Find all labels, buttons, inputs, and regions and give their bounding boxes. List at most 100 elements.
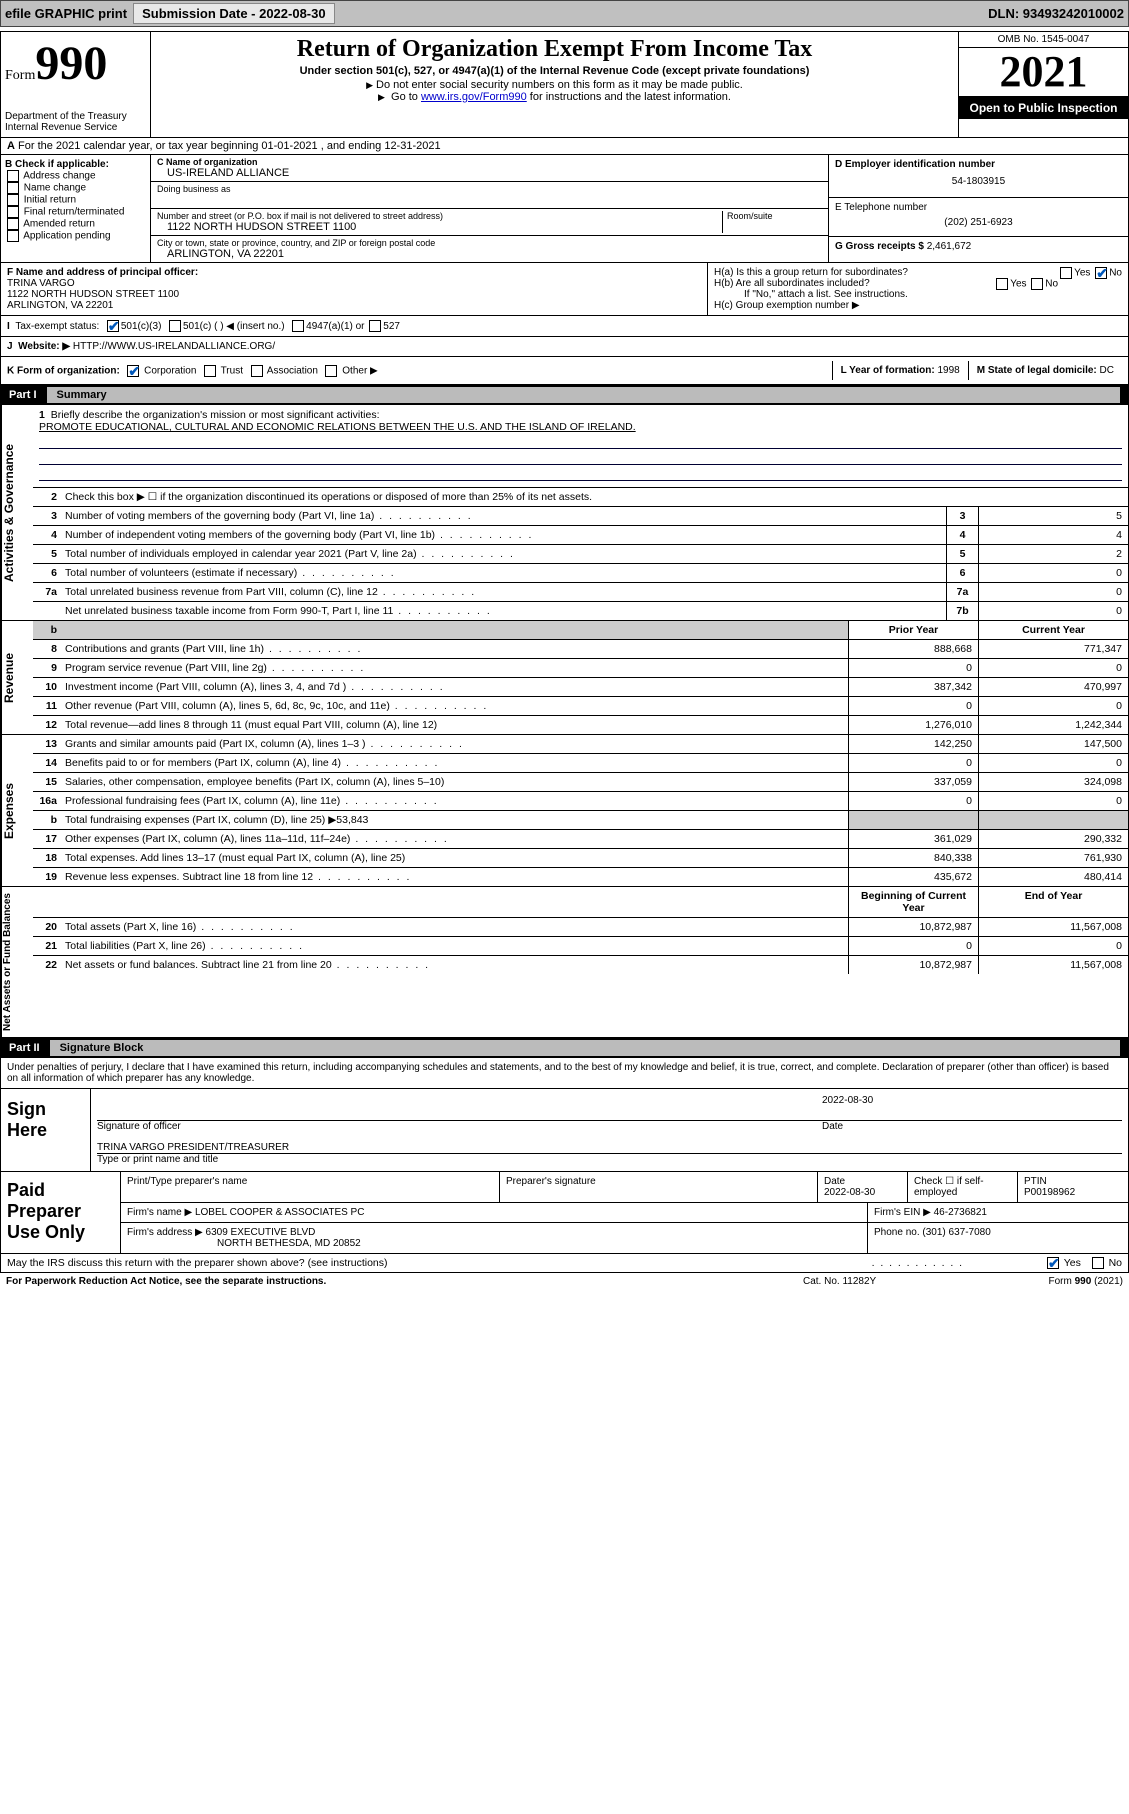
city: ARLINGTON, VA 22201 [157,248,822,260]
row-k: K Form of organization: Corporation Trus… [1,357,1128,385]
ha-label: H(a) Is this a group return for subordin… [714,267,908,278]
line-7b: Net unrelated business taxable income fr… [61,602,946,620]
hb-label: H(b) Are all subordinates included? [714,278,870,289]
ein-label: D Employer identification number [835,159,995,170]
part1-header: Part I Summary [1,385,1128,405]
line-22: Net assets or fund balances. Subtract li… [61,956,848,974]
part1-title: Summary [47,387,1120,403]
hc-label: H(c) Group exemption number ▶ [714,300,1122,311]
ck-501c3[interactable] [107,320,119,332]
firm-phone-label: Phone no. [874,1227,920,1238]
mission-answer: PROMOTE EDUCATIONAL, CULTURAL AND ECONOM… [39,421,636,433]
checkbox-app-pending[interactable] [7,230,19,242]
sign-name-label: Type or print name and title [97,1153,1122,1165]
mission-question: Briefly describe the organization's miss… [51,409,380,421]
line-5-val: 2 [978,545,1128,563]
tax-year: 2021 [959,48,1128,97]
sidebar-activities: Activities & Governance [1,405,33,620]
top-toolbar: efile GRAPHIC print Submission Date - 20… [0,0,1129,27]
header-sub1: Under section 501(c), 527, or 4947(a)(1)… [155,65,954,77]
line-9: Program service revenue (Part VIII, line… [61,659,848,677]
prep-sig-label: Preparer's signature [506,1176,596,1187]
prep-date: 2022-08-30 [824,1187,875,1198]
gross-label: G Gross receipts $ [835,241,924,252]
sign-here-block: Sign Here 2022-08-30 Signature of office… [0,1089,1129,1172]
checkbox-amended[interactable] [7,218,19,230]
row-fh: F Name and address of principal officer:… [1,263,1128,316]
header-right: OMB No. 1545-0047 2021 Open to Public In… [958,32,1128,137]
discuss-row: May the IRS discuss this return with the… [0,1254,1129,1273]
sidebar-net-assets: Net Assets or Fund Balances [1,887,33,1037]
line-16b: Total fundraising expenses (Part IX, col… [61,811,848,829]
part2-title: Signature Block [50,1040,1120,1056]
ck-4947[interactable] [292,320,304,332]
tax-exempt-label: Tax-exempt status: [15,321,99,332]
ck-other[interactable] [325,365,337,377]
form-title: Return of Organization Exempt From Incom… [155,36,954,63]
line-6: Total number of volunteers (estimate if … [61,564,946,582]
website-label: Website: ▶ [18,341,70,352]
dln-label: DLN: 93493242010002 [988,6,1124,21]
mission-block: 1 Briefly describe the organization's mi… [33,405,1128,488]
checkbox-name-change[interactable] [7,182,19,194]
line-4: Number of independent voting members of … [61,526,946,544]
section-net-assets: Net Assets or Fund Balances Beginning of… [1,887,1128,1038]
paid-preparer-label: Paid Preparer Use Only [1,1172,121,1253]
sig-date-label: Date [822,1121,1122,1132]
row-a-tax-year: A For the 2021 calendar year, or tax yea… [1,138,1128,155]
discuss-yes[interactable] [1047,1257,1059,1269]
firm-addr2: NORTH BETHESDA, MD 20852 [127,1238,361,1249]
domicile: DC [1100,365,1114,376]
firm-ein: 46-2736821 [934,1207,987,1218]
dba-label: Doing business as [157,184,822,194]
sidebar-expenses: Expenses [1,735,33,886]
block-c: C Name of organization US-IRELAND ALLIAN… [151,155,828,262]
footer-cat: Cat. No. 11282Y [803,1276,983,1287]
header-left: Form990 Department of the Treasury Inter… [1,32,151,137]
ck-trust[interactable] [204,365,216,377]
ptin-label: PTIN [1024,1176,1047,1187]
prep-date-label: Date [824,1176,845,1187]
hb-no[interactable] [1031,278,1043,290]
checkbox-address-change[interactable] [7,170,19,182]
line-16a: Professional fundraising fees (Part IX, … [61,792,848,810]
line-21: Total liabilities (Part X, line 26) [61,937,848,955]
ptin: P00198962 [1024,1187,1075,1198]
line-14: Benefits paid to or for members (Part IX… [61,754,848,772]
checkbox-initial-return[interactable] [7,194,19,206]
section-activities-governance: Activities & Governance 1 Briefly descri… [1,405,1128,621]
officer-label: F Name and address of principal officer: [7,267,198,278]
line-3-val: 5 [978,507,1128,525]
discuss-no[interactable] [1092,1257,1104,1269]
gross-value: 2,461,672 [927,241,972,252]
efile-label: efile GRAPHIC print [5,6,127,21]
submission-date-button[interactable]: Submission Date - 2022-08-30 [133,3,335,24]
phone-label: E Telephone number [835,202,927,213]
irs-link[interactable]: www.irs.gov/Form990 [421,91,527,103]
part1-label: Part I [9,389,37,401]
header-sub2: Do not enter social security numbers on … [155,79,954,91]
ha-yes[interactable] [1060,267,1072,279]
ha-no[interactable] [1095,267,1107,279]
line-4-val: 4 [978,526,1128,544]
ck-527[interactable] [369,320,381,332]
officer-addr1: 1122 NORTH HUDSON STREET 1100 [7,289,179,300]
ck-501c[interactable] [169,320,181,332]
ck-assoc[interactable] [251,365,263,377]
dept-label: Department of the Treasury [5,111,146,122]
sign-date: 2022-08-30 [822,1095,1122,1106]
block-b-label: B Check if applicable: [5,159,109,170]
checkbox-final-return[interactable] [7,206,19,218]
footer-pra: For Paperwork Reduction Act Notice, see … [6,1276,803,1287]
header-sub3: Go to www.irs.gov/Form990 for instructio… [155,91,954,103]
section-expenses: Expenses 13Grants and similar amounts pa… [1,735,1128,887]
page-footer: For Paperwork Reduction Act Notice, see … [0,1273,1129,1290]
ck-corp[interactable] [127,365,139,377]
form-word: Form [5,68,35,83]
form-header: Form990 Department of the Treasury Inter… [1,32,1128,138]
tax-year-range: For the 2021 calendar year, or tax year … [18,140,441,152]
line-20: Total assets (Part X, line 16) [61,918,848,936]
room-label: Room/suite [727,211,822,221]
discuss-question: May the IRS discuss this return with the… [7,1257,388,1269]
hb-yes[interactable] [996,278,1008,290]
